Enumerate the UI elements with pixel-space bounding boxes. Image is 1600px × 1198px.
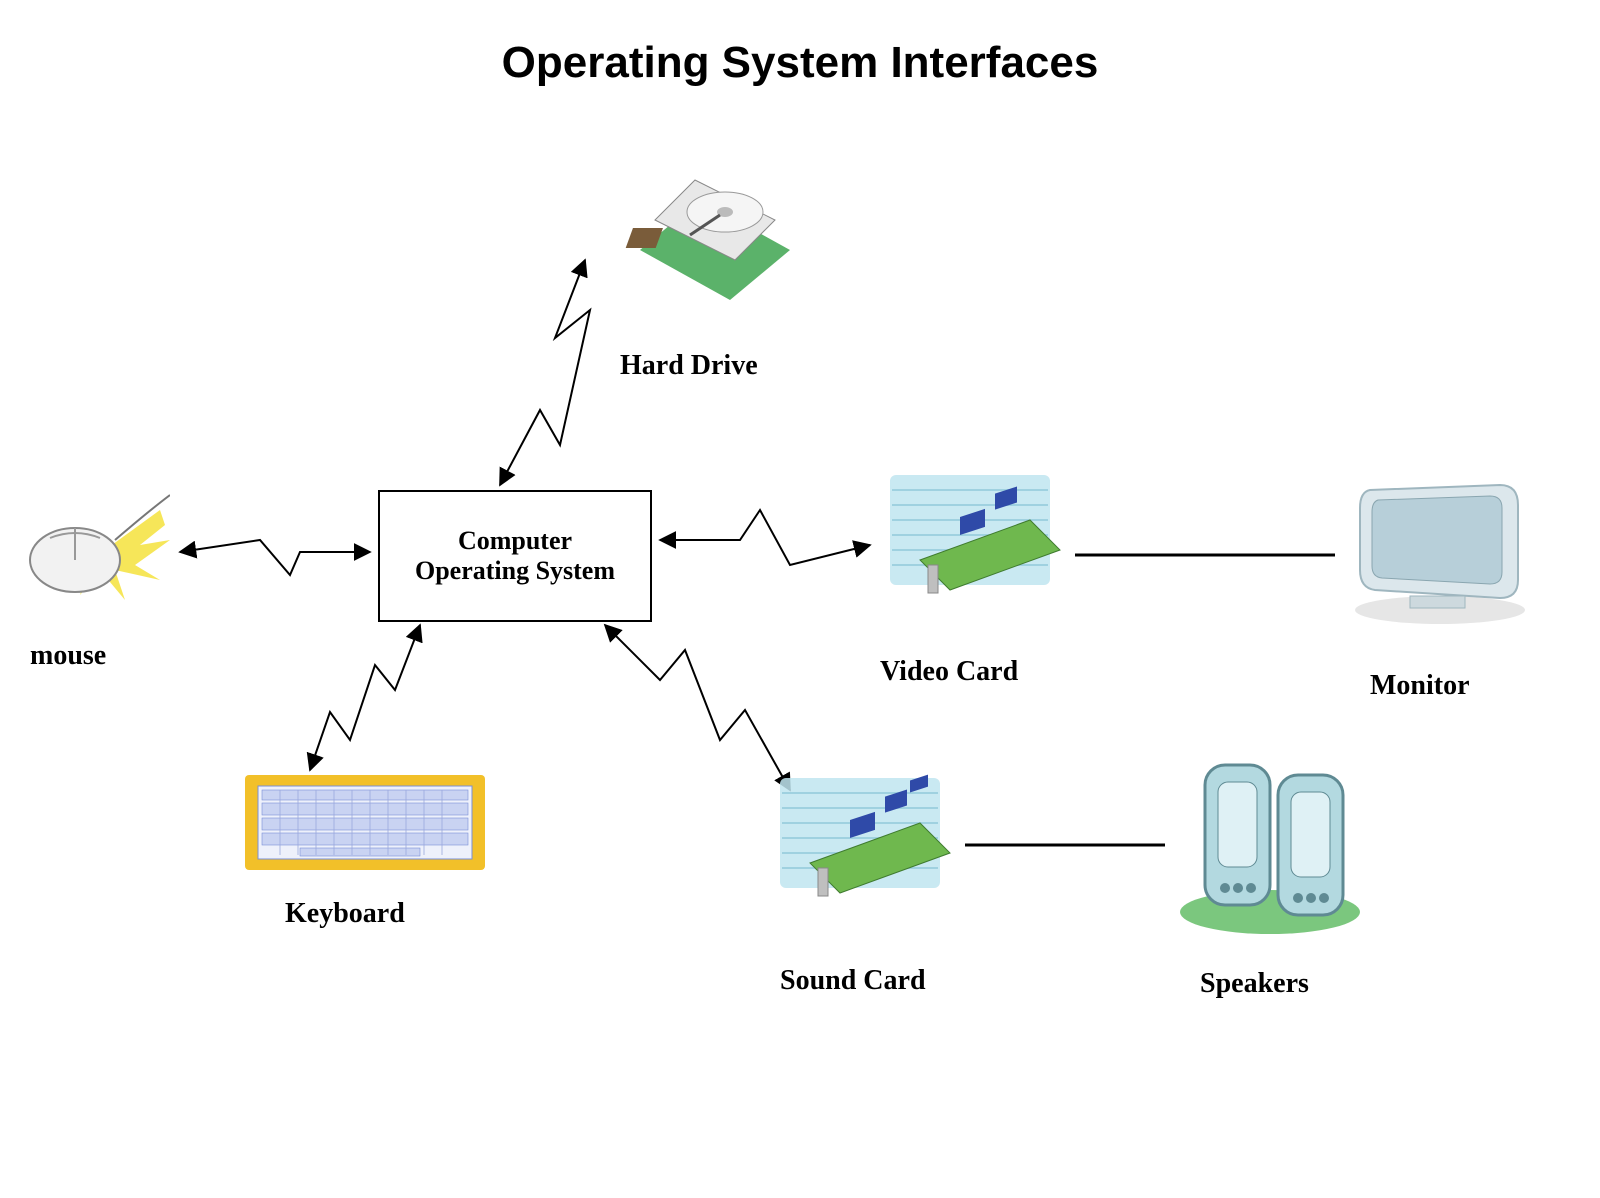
edge-os-keyboard (310, 625, 420, 770)
edge-os-videocard (660, 510, 870, 565)
edge-os-soundcard (605, 625, 790, 790)
diagram-title: Operating System Interfaces (0, 38, 1600, 88)
harddrive-icon (620, 140, 800, 300)
center-os-box: Computer Operating System (378, 490, 652, 622)
videocard-label: Video Card (880, 656, 1018, 688)
soundcard-label: Sound Card (780, 965, 926, 997)
monitor-icon (1340, 470, 1540, 630)
center-os-label-line2: Operating System (415, 556, 615, 586)
center-os-label-line1: Computer (458, 526, 572, 556)
diagram-stage: Operating System Interfaces Computer Ope… (0, 0, 1600, 1198)
speakers-icon (1170, 740, 1370, 940)
keyboard-label: Keyboard (285, 898, 405, 930)
keyboard-icon (240, 760, 490, 880)
videocard-icon (880, 465, 1080, 615)
edge-os-mouse (180, 540, 370, 575)
speakers-label: Speakers (1200, 968, 1309, 1000)
monitor-label: Monitor (1370, 670, 1470, 702)
mouse-icon (20, 490, 170, 610)
edge-os-harddrive (500, 260, 590, 485)
mouse-label: mouse (30, 640, 106, 672)
soundcard-icon (770, 768, 970, 918)
harddrive-label: Hard Drive (620, 350, 758, 382)
